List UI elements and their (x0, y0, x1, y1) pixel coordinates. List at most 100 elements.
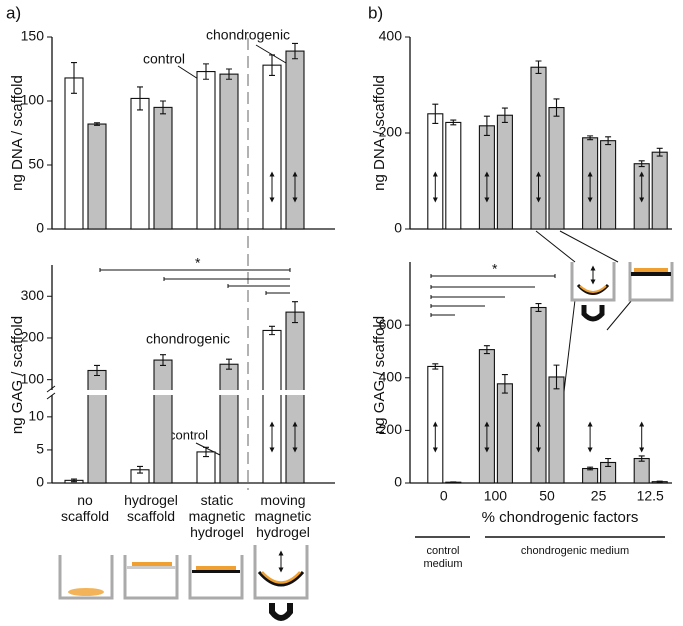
error-bar (638, 455, 645, 462)
error-bar (71, 62, 77, 94)
y-axis-label: ng DNA / scaffold (371, 75, 388, 191)
error-bar (483, 115, 490, 136)
error-bar (656, 147, 663, 157)
bar (196, 71, 216, 230)
illustration-detail (68, 550, 305, 621)
bar (548, 107, 565, 230)
bar (64, 77, 84, 230)
y-tick-label: 50 (28, 156, 44, 172)
error-bar (605, 136, 612, 146)
bar (153, 359, 173, 484)
error-bar (94, 364, 100, 377)
significance-label: * (492, 261, 498, 277)
error-bar (587, 135, 594, 141)
error-bar (269, 54, 275, 76)
x-tick-label: 25 (591, 488, 607, 504)
error-bar (160, 100, 166, 115)
bar (633, 457, 650, 484)
y-tick-label: 400 (379, 28, 403, 44)
error-bar (432, 363, 439, 370)
group-label: control medium (423, 545, 463, 570)
x-tick-label: static magnetic hydrogel (188, 492, 246, 540)
axis-break-mark (46, 385, 56, 400)
y-tick-label: 200 (21, 329, 45, 345)
leader-line (195, 442, 223, 457)
y-tick-label: 100 (21, 370, 45, 386)
error-bar (226, 358, 232, 370)
y-tick-label: 600 (379, 316, 403, 332)
error-bar (269, 325, 275, 336)
illustration (58, 545, 309, 600)
x-tick-label: 100 (484, 488, 508, 504)
bar (87, 369, 107, 484)
bar (262, 329, 282, 484)
y-tick-label: 150 (21, 28, 45, 44)
error-bar (587, 466, 594, 471)
y-tick-label: 10 (28, 408, 44, 424)
error-bar (292, 301, 298, 324)
error-bar (483, 345, 490, 355)
significance (430, 274, 556, 317)
error-bar (137, 86, 143, 111)
inset (535, 230, 674, 401)
panel-label: b) (368, 3, 383, 22)
y-tick-label: 5 (36, 441, 44, 457)
bar (87, 123, 107, 230)
error-bar (71, 478, 77, 483)
y-tick-label: 0 (36, 474, 44, 490)
leader-line (255, 44, 287, 64)
axis-break (46, 390, 335, 395)
bar (153, 106, 173, 230)
bar (130, 97, 150, 230)
error-bar (605, 457, 612, 467)
y-tick-label: 0 (394, 220, 402, 236)
error-bar (432, 103, 439, 124)
bar (219, 73, 239, 230)
bar (496, 383, 513, 484)
significance (99, 268, 291, 295)
y-tick-label: 300 (21, 287, 45, 303)
error-bar (226, 68, 232, 80)
bar (478, 349, 495, 484)
error-bar (656, 480, 663, 483)
error-bar (450, 481, 457, 484)
error-bar (160, 354, 166, 367)
y-tick-label: 0 (394, 474, 402, 490)
x-tick-label: 50 (539, 488, 555, 504)
bar (600, 140, 617, 230)
bar (445, 121, 462, 230)
bar (285, 311, 305, 484)
bar (219, 363, 239, 484)
x-tick-label: moving magnetic hydrogel (254, 492, 312, 540)
error-bar (203, 446, 209, 458)
error-bar (553, 364, 560, 390)
y-tick-label: 200 (379, 124, 403, 140)
error-bar (203, 63, 209, 80)
bar (285, 50, 305, 230)
annotation: chondrogenic (206, 27, 290, 43)
bar (496, 114, 513, 230)
error-bar (94, 122, 100, 126)
bar (651, 151, 668, 230)
x-axis-label: % chondrogenic factors (482, 509, 639, 526)
group-label: chondrogenic medium (520, 545, 630, 557)
error-bar (638, 160, 645, 168)
y-tick-label: 400 (379, 368, 403, 384)
bar (582, 467, 599, 484)
panel-label: a) (6, 3, 21, 22)
error-bar (137, 465, 143, 474)
y-axis-label: ng GAG / scaffold (9, 316, 26, 434)
significance-label: * (195, 255, 201, 271)
error-bar (553, 98, 560, 117)
x-tick-label: hydrogel scaffold (124, 492, 178, 524)
error-bar (292, 42, 298, 60)
error-bar (535, 303, 542, 313)
error-bar (501, 374, 508, 394)
error-bar (501, 107, 508, 123)
bar (427, 113, 444, 230)
y-axis-label: ng GAG / scaffold (371, 316, 388, 434)
bar (530, 66, 547, 230)
x-tick-label: 12.5 (637, 488, 664, 504)
